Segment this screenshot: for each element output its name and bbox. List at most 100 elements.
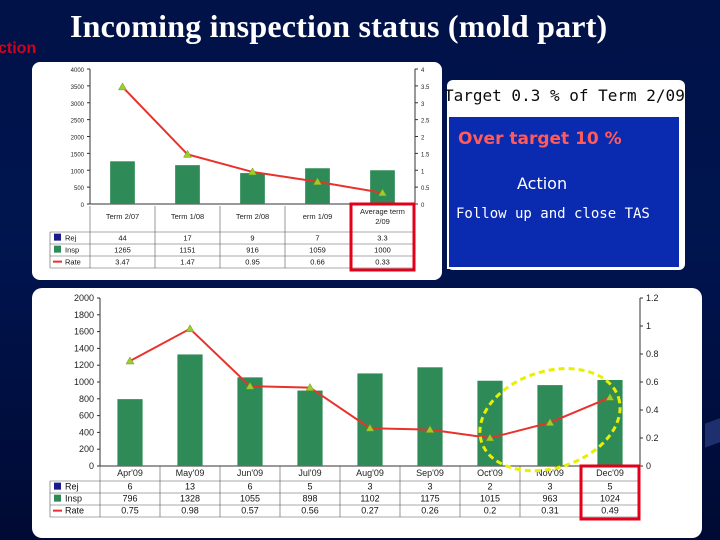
table-cell: 1000 <box>374 246 391 255</box>
table-cell: 0.66 <box>310 258 325 267</box>
table-cell: 13 <box>185 482 195 492</box>
legend-key-rej <box>54 482 61 490</box>
table-cell: 3 <box>427 482 432 492</box>
right-axis-tick-label: 0.6 <box>646 377 659 387</box>
left-axis-tick-label: 2000 <box>74 293 94 303</box>
right-axis-tick-label: 3.5 <box>421 85 430 91</box>
left-axis-tick-label: 1500 <box>71 152 85 158</box>
category-label: Jun'09 <box>237 468 263 478</box>
category-label: Dec'09 <box>596 468 624 478</box>
insp-bar <box>305 168 330 204</box>
left-axis-tick-label: 2500 <box>71 119 85 125</box>
table-cell: 0.27 <box>361 506 379 516</box>
insp-bar <box>110 161 135 204</box>
insp-bar <box>175 165 200 204</box>
category-label: Term 2/08 <box>236 212 269 221</box>
table-row-label: Insp <box>65 494 82 504</box>
left-axis-tick-label: 1800 <box>74 310 94 320</box>
left-axis-tick-label: 1000 <box>74 377 94 387</box>
highlight-box <box>579 464 641 521</box>
left-axis-tick-label: 4000 <box>71 68 85 74</box>
rate-point <box>365 423 375 432</box>
rate-point <box>118 82 127 91</box>
table-cell: 9 <box>250 234 254 243</box>
insp-bar <box>370 170 395 204</box>
left-axis-tick-label: 1600 <box>74 327 94 337</box>
table-row-label: Insp <box>65 246 79 255</box>
table-row-label: Rate <box>65 258 81 267</box>
table-cell: 0.57 <box>241 506 259 516</box>
table-cell: 1015 <box>480 494 500 504</box>
left-axis-tick-label: 1400 <box>74 343 94 353</box>
right-axis-tick-label: 2 <box>421 136 425 142</box>
category-label: Aug'09 <box>356 468 384 478</box>
action-panel <box>447 115 681 269</box>
action-heading: Action <box>517 174 568 193</box>
right-axis-tick-label: 0.4 <box>646 405 659 415</box>
table-cell: 0.49 <box>601 506 619 516</box>
table-cell: 1102 <box>360 494 379 504</box>
right-axis-tick-label: 0.5 <box>421 186 430 192</box>
left-axis-tick-label: 400 <box>79 427 94 437</box>
left-axis-tick-label: 800 <box>79 394 94 404</box>
left-axis-tick-label: 1000 <box>71 169 85 175</box>
category-label: 2/09 <box>375 217 390 226</box>
left-axis-tick-label: 500 <box>74 186 85 192</box>
table-cell: 17 <box>183 234 191 243</box>
table-cell: 0.56 <box>301 506 319 516</box>
table-cell: 1059 <box>309 246 326 255</box>
left-axis-tick-label: 0 <box>81 203 85 209</box>
over-target-text: Over target 10 % <box>458 129 622 149</box>
table-cell: 6 <box>247 482 252 492</box>
rate-point <box>425 425 435 433</box>
table-cell: 916 <box>246 246 259 255</box>
insp-bar <box>357 373 383 466</box>
right-axis-tick-label: 4 <box>421 68 425 74</box>
table-cell: 963 <box>542 494 557 504</box>
table-cell: 3 <box>367 482 372 492</box>
category-label: Oct'09 <box>477 468 503 478</box>
left-axis-tick-label: 2000 <box>71 136 85 142</box>
highlight-box <box>349 202 416 272</box>
rate-point <box>185 324 195 333</box>
right-axis-tick-label: 1 <box>646 321 651 331</box>
rate-point <box>378 188 387 197</box>
insp-bar <box>240 173 265 204</box>
left-axis-tick-label: 3000 <box>71 102 85 108</box>
rate-point <box>545 418 555 426</box>
category-label: Term 1/08 <box>171 212 204 221</box>
insp-bar <box>117 399 143 466</box>
table-cell: 0.2 <box>484 506 497 516</box>
section-label-cut: ction <box>0 40 37 57</box>
category-label: Sep'09 <box>416 468 444 478</box>
table-cell: 7 <box>315 234 319 243</box>
right-axis-tick-label: 2.5 <box>421 119 430 125</box>
table-cell: 44 <box>118 234 126 243</box>
table-cell: 1055 <box>240 494 260 504</box>
category-label: Jul'09 <box>298 468 321 478</box>
left-axis-tick-label: 200 <box>79 444 94 454</box>
insp-bar <box>297 390 323 466</box>
table-cell: 1151 <box>179 246 195 255</box>
rate-point <box>183 149 192 158</box>
table-cell: 0.95 <box>245 258 260 267</box>
table-cell: 5 <box>607 482 612 492</box>
table-cell: 796 <box>122 494 137 504</box>
legend-key-insp <box>54 494 61 502</box>
table-row-label: Rej <box>65 482 79 492</box>
page-title: Incoming inspection status (mold part) <box>70 8 608 44</box>
rate-point <box>485 433 495 442</box>
table-row-label: Rej <box>65 234 77 243</box>
right-axis-tick-label: 0.8 <box>646 349 659 359</box>
right-axis-tick-label: 0.2 <box>646 433 659 443</box>
insp-bar <box>417 367 443 466</box>
category-label: Apr'09 <box>117 468 143 478</box>
category-label: May'09 <box>176 468 205 478</box>
table-cell: 3.3 <box>377 234 387 243</box>
right-axis-tick-label: 1.2 <box>646 293 659 303</box>
rate-point <box>605 392 615 401</box>
category-label: Average term <box>360 207 405 216</box>
rate-point <box>125 356 135 365</box>
follow-up-text: Follow up and close TAS <box>456 206 650 222</box>
